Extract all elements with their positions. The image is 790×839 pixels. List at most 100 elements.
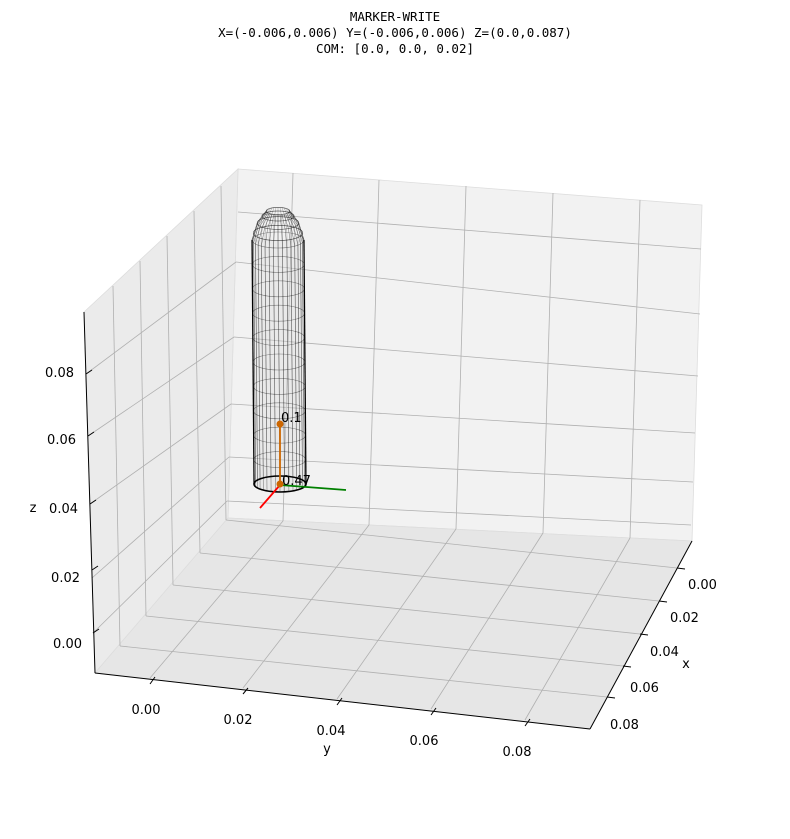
z-tick [85,369,93,375]
title-line-3: COM: [0.0, 0.0, 0.02] [316,41,474,56]
grid-line [139,260,147,617]
mesh-meridian [277,214,281,493]
mesh-meridian [277,207,281,477]
x-tick-label: 0.02 [670,611,699,626]
x-axis-label: x [682,657,690,672]
tick-labels: 0.08 0.06 0.04 0.02 0.00 0.00 0.02 0.04 … [45,366,717,760]
mesh-meridian [281,207,290,477]
origin-point-label: 0.47 [282,474,311,489]
grid-line [145,615,624,667]
mesh-meridian [286,213,301,490]
x-tick-label: 0.04 [650,645,679,660]
grid-line [235,261,701,315]
grid-line [430,532,544,710]
x-tick-label: 0.08 [610,718,639,733]
z-axis-line [83,311,96,674]
x-tick [639,633,649,636]
y-tick-label: 0.04 [317,724,346,739]
z-tick-label: 0.00 [53,637,82,652]
grid-line [368,179,380,526]
grid-line [92,500,228,634]
y-tick [430,707,437,716]
mesh-cap-ring [256,216,300,230]
x-tick [676,567,686,570]
x-tick [606,696,616,699]
title-line-2: X=(-0.006,0.006) Y=(-0.006,0.006) Z=(0.0… [218,25,572,40]
z-axis-label: z [30,501,37,516]
mesh-meridian [264,207,273,478]
mesh-meridian [287,209,303,481]
z-tick [87,431,95,437]
mesh-meridian [253,209,268,482]
origin-point [276,480,284,488]
z-tick-label: 0.06 [47,433,76,448]
x-tick [658,600,668,603]
y-axis-line [94,672,591,730]
grid-line [225,519,678,569]
mesh-meridian [283,207,294,478]
grid-line [220,185,227,521]
mesh-meridian [281,214,290,492]
frame-axis-x [259,484,281,509]
title-line-1: MARKER-WRITE [350,9,440,24]
mesh-meridian [279,207,285,477]
com-point [276,420,284,428]
x-tick [622,665,632,668]
grid-line [112,285,121,647]
grid-line [226,500,692,526]
y-tick-label: 0.08 [503,745,532,760]
y-tick [242,687,249,695]
mesh-meridian [285,213,297,491]
y-tick-label: 0.02 [224,713,253,728]
com-point-label: 0.1 [281,411,302,426]
mesh-meridian [264,214,273,491]
mesh-meridian [255,209,269,481]
mesh-meridian [257,213,270,490]
mesh-meridian [273,207,277,477]
grid-line [172,584,641,635]
z-tick-label: 0.04 [49,502,78,517]
x-axis-line [589,540,693,730]
grid-line [233,336,699,377]
y-tick-label: 0.06 [410,734,439,749]
mesh-meridian [255,212,269,489]
mesh-meridian [285,208,297,478]
y-tick [336,697,343,706]
frame-axes [259,424,347,509]
z-tick [89,499,97,505]
mesh-meridian [268,214,275,492]
axis-spines [83,311,693,730]
mesh-meridian [257,208,270,479]
mesh-meridian [279,214,285,492]
grid-line [91,456,230,579]
grid-line [89,403,232,505]
frame-axis-y [279,484,347,491]
y-tick [149,676,156,685]
mesh-meridian [288,209,305,482]
grid-line [230,403,696,434]
mesh-meridian [287,212,303,489]
grid-line [282,172,294,522]
grid-lines [85,172,702,721]
grid-line [193,210,201,554]
grid-line [237,211,702,250]
mesh-meridian [286,208,301,479]
mesh-outline-right [303,239,307,485]
mesh-meridian [273,214,277,492]
grid-line [524,537,631,721]
z-tick [92,628,100,634]
y-tick [524,718,531,727]
marker-mesh [251,207,307,493]
z-tick-label: 0.02 [51,571,80,586]
mesh-meridian [268,207,275,477]
mesh-meridian [261,213,271,491]
mesh-meridian [283,214,294,491]
y-axis-label: y [323,742,331,757]
grid-line [119,645,608,698]
y-tick-label: 0.00 [132,703,161,718]
grid-line [87,336,235,437]
mesh-meridian [261,208,271,478]
mesh-cap-ring [265,207,291,215]
x-tick-label: 0.06 [630,681,659,696]
